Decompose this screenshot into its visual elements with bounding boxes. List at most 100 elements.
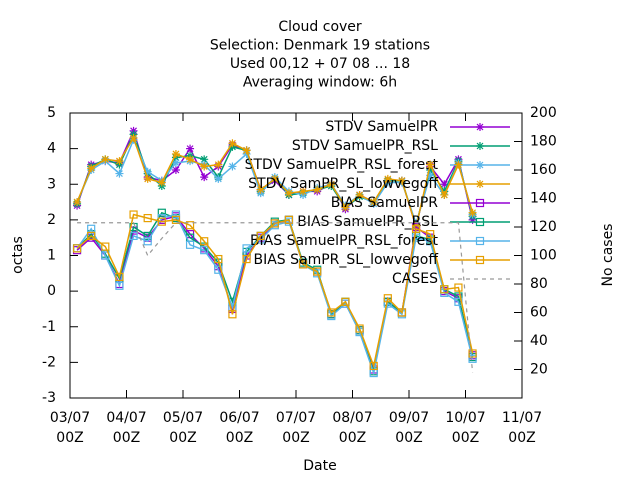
- legend-label: BIAS SamuelPR_RSL: [297, 214, 438, 230]
- point-marker: [87, 164, 96, 173]
- point-marker: [214, 160, 223, 169]
- y-tick-label: -1: [42, 319, 56, 335]
- point-marker: [228, 162, 237, 171]
- point-marker: [440, 190, 449, 199]
- legend-label: BIAS SamuelPR: [331, 195, 439, 211]
- point-marker: [214, 174, 223, 183]
- point-marker: [369, 198, 378, 207]
- point-marker: [185, 221, 195, 230]
- point-marker: [475, 198, 485, 208]
- y2-tick-label: 20: [530, 362, 548, 378]
- point-marker: [426, 160, 435, 169]
- point-marker: [200, 246, 209, 255]
- point-marker: [475, 255, 485, 265]
- point-marker: [426, 230, 435, 239]
- point-marker: [454, 160, 463, 169]
- y2-tick-label: 40: [530, 333, 548, 349]
- y2-tick-label: 160: [530, 162, 557, 178]
- point-marker: [284, 215, 294, 224]
- y2-tick-label: 60: [530, 305, 548, 321]
- point-marker: [298, 260, 308, 269]
- point-marker: [143, 167, 152, 176]
- point-marker: [171, 166, 180, 174]
- x-tick-label: 07/07: [276, 410, 316, 426]
- point-marker: [355, 324, 364, 333]
- legend-label: STDV SamuelPR_RSL_forest: [245, 157, 439, 173]
- point-marker: [186, 155, 195, 164]
- point-marker: [200, 173, 209, 182]
- legend-label: BIAS SamuelPR_RSL_forest: [250, 233, 439, 249]
- point-marker: [383, 294, 392, 303]
- point-marker: [101, 155, 110, 164]
- point-marker: [171, 215, 181, 224]
- x-tick-label: 11/07: [502, 410, 542, 426]
- y2-tick-label: 100: [530, 248, 557, 264]
- point-marker: [454, 292, 463, 301]
- x-tick-label: 06/07: [219, 410, 259, 426]
- point-marker: [214, 254, 223, 264]
- legend-label: STDV SamuelPR: [325, 119, 438, 135]
- point-marker: [475, 236, 485, 246]
- x-tick-label: 09/07: [389, 410, 429, 426]
- y-tick-label: 4: [47, 141, 56, 157]
- y-tick-label: 3: [47, 176, 56, 192]
- point-marker: [313, 185, 322, 194]
- x-tick-label: 03/07: [50, 410, 90, 426]
- point-marker: [355, 190, 364, 199]
- y-tick-label: -2: [42, 354, 56, 370]
- x-tick-label: 00Z: [169, 430, 196, 446]
- y2-tick-label: 80: [530, 276, 548, 292]
- y2-tick-label: 200: [530, 105, 557, 121]
- point-marker: [270, 174, 279, 183]
- point-marker: [242, 244, 251, 253]
- y-tick-label: 1: [47, 248, 56, 264]
- y-tick-label: 2: [47, 212, 56, 228]
- point-marker: [185, 240, 195, 249]
- point-marker: [171, 158, 180, 167]
- point-marker: [468, 208, 477, 217]
- x-tick-label: 00Z: [508, 430, 535, 446]
- point-marker: [341, 297, 350, 306]
- x-tick-label: 05/07: [163, 410, 203, 426]
- point-marker: [129, 133, 138, 142]
- point-marker: [73, 198, 82, 207]
- legend-label: BIAS SamPR_SL_lowvegoff: [253, 252, 438, 268]
- x-tick-label: 00Z: [113, 430, 140, 446]
- point-marker: [157, 217, 166, 226]
- point-marker: [186, 144, 195, 153]
- x-tick-label: 08/07: [332, 410, 372, 426]
- point-marker: [228, 310, 237, 319]
- y-axis-label: octas: [10, 236, 26, 274]
- point-marker: [411, 233, 421, 242]
- y-tick-label: -3: [42, 390, 56, 406]
- series-line: [77, 222, 474, 373]
- chart-title: Averaging window: 6h: [243, 75, 397, 91]
- point-marker: [476, 161, 484, 169]
- point-marker: [475, 217, 485, 227]
- point-marker: [157, 178, 166, 187]
- point-marker: [468, 354, 477, 363]
- x-tick-label: 00Z: [226, 430, 253, 446]
- x-tick-label: 04/07: [106, 410, 146, 426]
- point-marker: [426, 166, 435, 174]
- point-marker: [115, 281, 124, 290]
- point-marker: [411, 224, 421, 233]
- point-marker: [143, 237, 152, 246]
- point-marker: [115, 272, 124, 281]
- legend-label: STDV SamPR_SL_lowvegoff: [248, 176, 438, 192]
- point-marker: [476, 142, 484, 150]
- point-marker: [440, 285, 449, 294]
- point-marker: [383, 174, 392, 183]
- point-marker: [242, 146, 251, 155]
- point-marker: [228, 139, 237, 148]
- point-marker: [200, 155, 209, 164]
- point-marker: [157, 208, 166, 217]
- point-marker: [313, 267, 322, 276]
- point-marker: [426, 171, 435, 180]
- point-marker: [129, 231, 138, 241]
- point-marker: [341, 203, 350, 212]
- point-marker: [476, 180, 484, 188]
- point-marker: [72, 244, 82, 253]
- point-marker: [299, 187, 308, 196]
